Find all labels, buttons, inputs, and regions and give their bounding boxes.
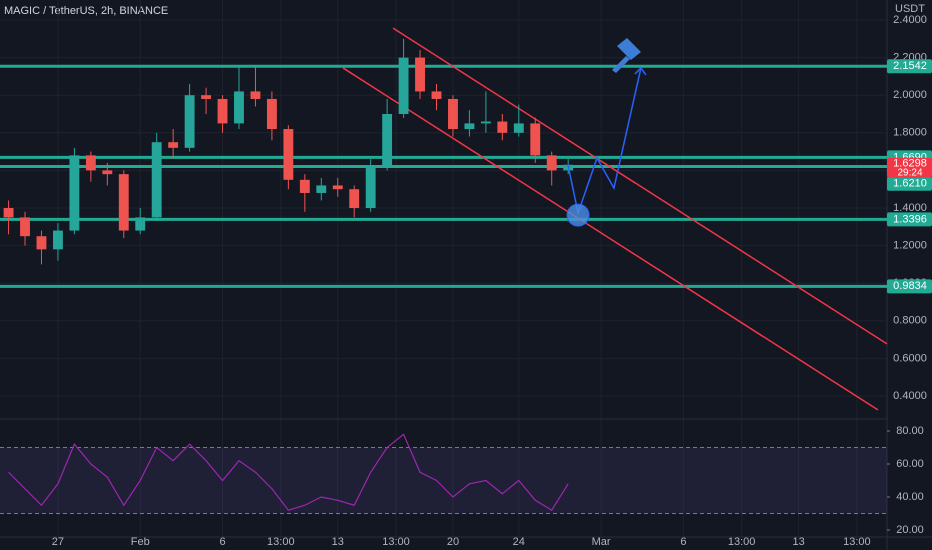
candle-body — [316, 185, 327, 193]
candle-body — [69, 155, 80, 231]
candle-body — [250, 91, 261, 99]
x-tick-label: 13:00 — [728, 536, 756, 548]
candle-body — [349, 189, 360, 208]
y-tick-label: 1.4000 — [893, 202, 927, 214]
y-axis-label: USDT — [895, 3, 925, 15]
last-price-label: 1.6298 — [893, 158, 927, 170]
rsi-tick-label: 40.00 — [896, 491, 924, 503]
candle-body — [266, 98, 277, 130]
candle-body — [431, 91, 442, 99]
projection-arrowhead — [634, 66, 647, 76]
x-tick-label: Feb — [131, 536, 150, 548]
rsi-line — [8, 433, 569, 512]
countdown-label: 29:24 — [897, 167, 922, 178]
level-label-box — [887, 279, 932, 294]
x-tick-label: 6 — [219, 536, 225, 548]
candle-body — [480, 121, 491, 124]
x-tick-label: 27 — [52, 536, 64, 548]
candle-body — [415, 57, 425, 92]
y-tick-label: 1.8000 — [893, 127, 927, 139]
level-label: 0.9834 — [893, 280, 927, 292]
y-tick-label: 1.2000 — [893, 240, 927, 252]
y-tick-label: 0.4000 — [893, 390, 927, 402]
candle-body — [168, 142, 179, 148]
candle-body — [398, 57, 409, 114]
candle-body — [151, 142, 162, 218]
candle-body — [20, 217, 30, 237]
rsi-band — [0, 447, 887, 514]
x-tick-label: 20 — [447, 536, 459, 548]
target-circle — [566, 203, 590, 227]
candle-body — [365, 166, 376, 208]
candle-body — [448, 98, 458, 130]
candle-body — [3, 208, 14, 218]
x-tick-label: 24 — [513, 536, 525, 548]
candle-body — [135, 217, 146, 231]
hammer-icon — [612, 38, 641, 73]
candle-body — [513, 123, 524, 133]
candle-body — [497, 121, 508, 133]
level-label: 1.6210 — [893, 178, 927, 190]
candle-body — [464, 123, 475, 130]
candle-body — [234, 91, 244, 124]
trendline — [342, 67, 879, 411]
candle-body — [299, 179, 310, 193]
rsi-tick-label: 60.00 — [896, 458, 924, 470]
x-tick-label: 13:00 — [843, 536, 871, 548]
candle-body — [184, 95, 195, 148]
candle-body — [201, 95, 212, 99]
level-label-box — [887, 176, 932, 191]
candle-body — [217, 98, 228, 124]
candle-body — [118, 174, 129, 231]
candle-body — [546, 155, 557, 171]
candle-body — [530, 123, 541, 156]
x-tick-label: 13 — [792, 536, 804, 548]
level-label: 1.3396 — [893, 213, 927, 225]
y-tick-label: 0.8000 — [893, 315, 927, 327]
x-tick-label: 13:00 — [267, 536, 295, 548]
y-tick-label: 2.0000 — [893, 89, 927, 101]
candle-body — [102, 170, 113, 175]
rsi-tick-label: 80.00 — [896, 425, 924, 437]
x-tick-label: 13:00 — [382, 536, 410, 548]
candle-body — [85, 155, 96, 171]
candle-body — [332, 185, 343, 190]
candle-body — [382, 114, 393, 167]
level-label-box — [887, 59, 932, 74]
chart-title: MAGIC / TetherUS, 2h, BINANCE — [4, 5, 168, 17]
x-tick-label: 13 — [332, 536, 344, 548]
level-label: 2.1542 — [893, 60, 927, 72]
projection-path — [567, 67, 642, 216]
candle-body — [36, 236, 47, 250]
x-tick-label: 6 — [680, 536, 686, 548]
candle-body — [52, 230, 63, 250]
y-tick-label: 2.4000 — [893, 14, 927, 26]
rsi-tick-label: 20.00 — [896, 524, 924, 536]
x-tick-label: Mar — [592, 536, 611, 548]
candle-body — [283, 129, 294, 180]
y-tick-label: 0.6000 — [893, 352, 927, 364]
level-label-box — [887, 212, 932, 227]
trendline — [392, 27, 888, 345]
last-price-box — [887, 157, 932, 178]
